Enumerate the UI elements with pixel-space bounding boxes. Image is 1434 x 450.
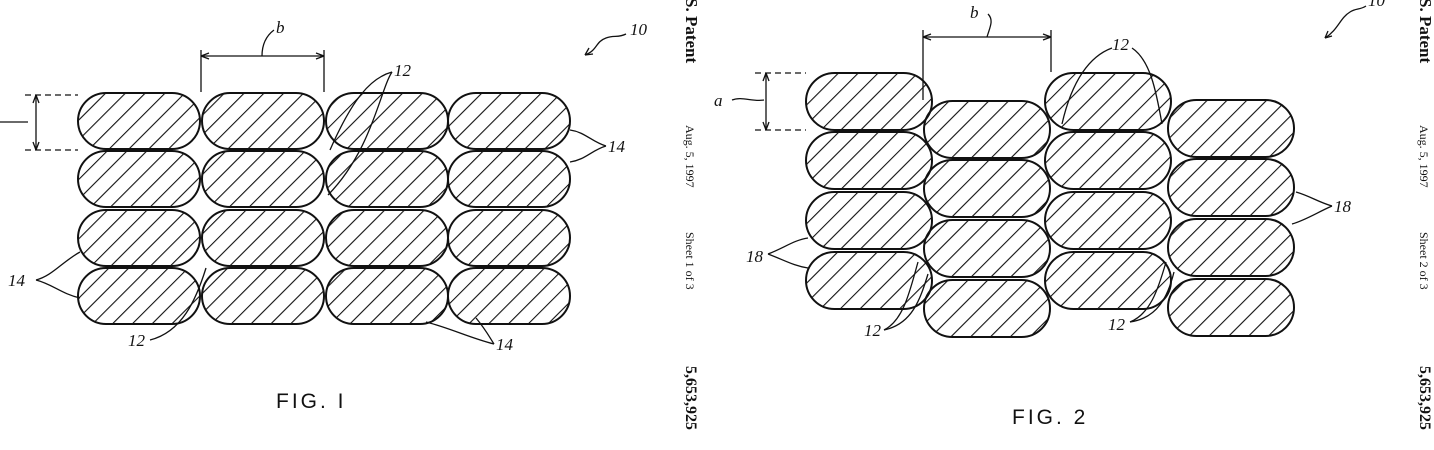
fig1-strand-r2-c4	[447, 150, 571, 208]
fig2-strand-c4-r1	[1167, 99, 1295, 158]
fig2-ref-a: a	[714, 91, 723, 110]
sheet2-date: Aug. 5, 1997	[1417, 125, 1431, 188]
fig1-strand-r1-c1	[77, 92, 201, 150]
fig1-ref-14-right: 14	[569, 129, 626, 163]
fig1-ref-14-bottom-label: 14	[496, 335, 514, 354]
fig1-strand-r4-c3	[325, 267, 449, 325]
fig1-strand-grid	[77, 92, 571, 325]
sheet1-date: Aug. 5, 1997	[683, 125, 697, 188]
fig2-strand-c1-r2	[805, 131, 933, 190]
fig2-strand-grid	[805, 72, 1295, 338]
fig1-ref-14-right-label: 14	[608, 137, 626, 156]
sheet1-title: S. Patent	[682, 0, 701, 64]
fig2-dimension-b: b	[922, 3, 1052, 100]
fig2-strand-c3-r3	[1044, 191, 1172, 250]
fig1-dimension-b: b	[200, 18, 325, 92]
fig2-ref-12-bottom-right-label: 12	[1108, 315, 1126, 334]
fig1-strand-r4-c1	[77, 267, 201, 325]
figure-2: b a 10 12 18	[714, 0, 1386, 429]
fig2-ref-10: 10	[1324, 0, 1386, 39]
fig2-ref-18-left: 18	[746, 237, 809, 269]
fig1-ref-b: b	[276, 18, 285, 37]
fig1-caption: FIG. I	[276, 390, 347, 413]
fig1-ref-14-left: 14	[8, 251, 81, 299]
fig1-ref-10: 10	[584, 20, 648, 56]
fig2-strand-c2-r4	[923, 279, 1051, 338]
fig1-strand-r4-c4	[447, 267, 571, 325]
fig1-dimension-height	[0, 94, 78, 151]
fig2-strand-c4-r3	[1167, 218, 1295, 277]
fig2-strand-c4-r4	[1167, 278, 1295, 337]
fig2-ref-10-label: 10	[1368, 0, 1386, 10]
fig2-ref-12-bottom-left-label: 12	[864, 321, 882, 340]
fig1-ref-14-left-label: 14	[8, 271, 26, 290]
fig1-strand-r4-c2	[201, 267, 325, 325]
sheet2-title: S. Patent	[1416, 0, 1434, 64]
fig2-strand-c4-r2	[1167, 158, 1295, 217]
fig1-strand-r3-c1	[77, 209, 201, 267]
sheet1-margin: S. Patent Aug. 5, 1997 Sheet 1 of 3 5,65…	[682, 0, 701, 430]
fig2-strand-c2-r2	[923, 159, 1051, 218]
fig1-ref-14-bottom: 14	[425, 317, 514, 354]
fig1-ref-12-top: 12	[327, 61, 412, 196]
fig1-strand-r1-c2	[201, 92, 325, 150]
fig2-ref-12-bottom-left: 12	[864, 261, 929, 340]
fig2-strand-c1-r4	[805, 251, 933, 310]
fig2-strand-c3-r2	[1044, 131, 1172, 190]
fig1-ref-12-top-label: 12	[394, 61, 412, 80]
fig1-strand-r1-c4	[447, 92, 571, 150]
fig1-strand-r2-c3	[325, 150, 449, 208]
fig2-ref-12-bottom-right: 12	[1108, 261, 1175, 334]
fig2-strand-c2-r1	[923, 100, 1051, 159]
fig2-strand-c1-r1	[805, 72, 933, 131]
sheet2-margin: S. Patent Aug. 5, 1997 Sheet 2 of 3 5,65…	[1416, 0, 1434, 430]
sheet1-sheet: Sheet 1 of 3	[683, 232, 697, 290]
sheet2-sheet: Sheet 2 of 3	[1417, 232, 1431, 290]
fig1-strand-r3-c2	[201, 209, 325, 267]
sheet1-number: 5,653,925	[682, 366, 699, 430]
fig2-ref-18-right-label: 18	[1334, 197, 1352, 216]
fig1-strand-r3-c4	[447, 209, 571, 267]
fig2-caption: FIG. 2	[1012, 406, 1088, 429]
fig1-ref-12-bottom: 12	[128, 267, 207, 350]
fig1-strand-r2-c1	[77, 150, 201, 208]
fig1-ref-12-bottom-label: 12	[128, 331, 146, 350]
fig2-strand-c3-r1	[1044, 72, 1172, 131]
fig2-strand-c2-r3	[923, 219, 1051, 278]
fig2-strand-c1-r3	[805, 191, 933, 250]
fig2-ref-12-top: 12	[1061, 35, 1163, 125]
figure-1: b 10 12 14	[0, 18, 648, 413]
fig1-strand-r3-c3	[325, 209, 449, 267]
fig2-dimension-a: a	[714, 72, 806, 131]
sheet2-number: 5,653,925	[1416, 366, 1433, 430]
fig2-ref-b: b	[970, 3, 979, 22]
fig2-ref-12-top-label: 12	[1112, 35, 1130, 54]
fig2-ref-18-left-label: 18	[746, 247, 764, 266]
fig1-strand-r2-c2	[201, 150, 325, 208]
fig1-ref-10-label: 10	[630, 20, 648, 39]
fig2-ref-18-right: 18	[1291, 191, 1352, 225]
